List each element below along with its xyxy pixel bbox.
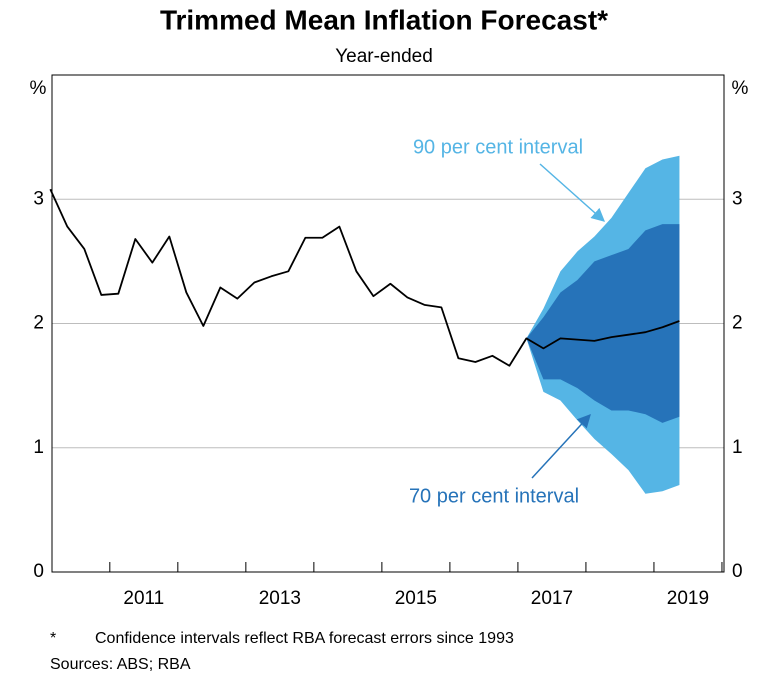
- plot-frame: [51, 74, 725, 573]
- sources: Sources: ABS; RBA: [50, 656, 191, 673]
- x-tick-label: 2013: [259, 588, 301, 609]
- x-tick-label: 2011: [123, 588, 164, 609]
- y-tick-label: 2: [33, 313, 44, 334]
- y-tick-label: 0: [732, 561, 743, 582]
- y-tick-label: 3: [33, 188, 44, 209]
- x-tick-label: 2017: [531, 588, 573, 609]
- chart-subtitle: Year-ended: [335, 46, 433, 67]
- band-label: 70 per cent interval: [409, 485, 579, 507]
- band-label: 90 per cent interval: [413, 136, 583, 158]
- confidence-band: [526, 224, 680, 423]
- y-tick-label: 2: [732, 313, 743, 334]
- y-unit: %: [30, 78, 47, 99]
- inflation-line: [49, 188, 680, 367]
- y-tick-label: 1: [732, 437, 743, 458]
- annotation-arrow: [539, 163, 606, 222]
- y-tick-label: 3: [732, 188, 743, 209]
- y-unit: %: [732, 78, 749, 99]
- chart-title: Trimmed Mean Inflation Forecast*: [160, 4, 608, 35]
- x-tick-label: 2019: [667, 588, 709, 609]
- footnote-marker: *: [50, 630, 56, 647]
- y-tick-label: 1: [33, 437, 44, 458]
- annotation-arrow: [531, 414, 591, 479]
- x-tick-label: 2015: [395, 588, 437, 609]
- footnote: Confidence intervals reflect RBA forecas…: [95, 630, 514, 647]
- y-tick-label: 0: [33, 561, 44, 582]
